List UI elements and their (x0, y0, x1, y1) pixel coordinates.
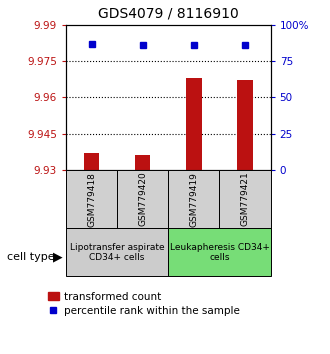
Text: GSM779419: GSM779419 (189, 172, 198, 227)
Text: GSM779421: GSM779421 (241, 172, 249, 227)
Bar (186, 78, 202, 170)
Bar (66, 228, 168, 276)
Title: GDS4079 / 8116910: GDS4079 / 8116910 (98, 7, 239, 21)
Bar (168, 170, 219, 228)
Bar (66, 170, 117, 228)
Bar (219, 170, 271, 228)
Bar (237, 80, 253, 170)
Text: Leukapheresis CD34+
cells: Leukapheresis CD34+ cells (170, 242, 269, 262)
Bar (135, 155, 150, 170)
Text: cell type: cell type (7, 252, 54, 262)
Bar (168, 228, 271, 276)
Legend: transformed count, percentile rank within the sample: transformed count, percentile rank withi… (48, 292, 240, 316)
Bar (117, 170, 168, 228)
Text: GSM779420: GSM779420 (138, 172, 147, 227)
Text: ▶: ▶ (53, 250, 63, 263)
Bar (84, 153, 99, 170)
Text: GSM779418: GSM779418 (87, 172, 96, 227)
Text: Lipotransfer aspirate
CD34+ cells: Lipotransfer aspirate CD34+ cells (70, 242, 164, 262)
